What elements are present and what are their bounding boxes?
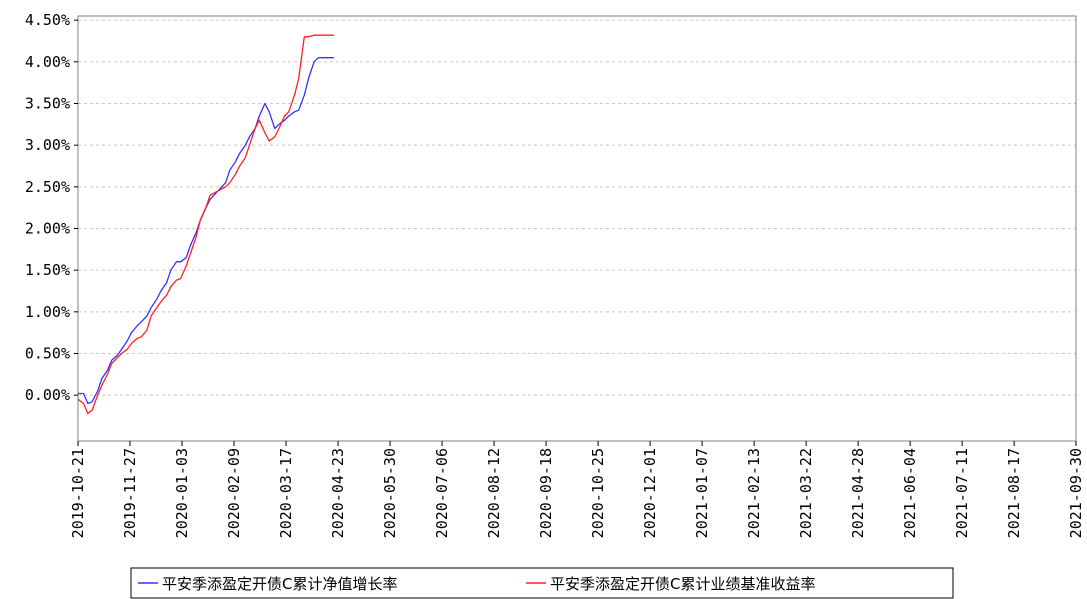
- y-tick-label: 1.00%: [25, 303, 70, 321]
- y-tick-label: 2.50%: [25, 178, 70, 196]
- y-tick-label: 3.00%: [25, 136, 70, 154]
- x-tick-label: 2020-04-23: [329, 448, 347, 538]
- y-tick-label: 4.00%: [25, 53, 70, 71]
- x-tick-label: 2020-08-12: [485, 448, 503, 538]
- x-tick-label: 2020-05-30: [381, 448, 399, 538]
- x-tick-label: 2021-02-13: [745, 448, 763, 538]
- x-tick-label: 2020-12-01: [641, 448, 659, 538]
- x-tick-label: 2021-06-04: [901, 448, 919, 538]
- x-tick-label: 2019-10-21: [69, 448, 87, 538]
- x-tick-label: 2021-03-22: [797, 448, 815, 538]
- legend-label-benchmark: 平安季添盈定开债C累计业绩基准收益率: [550, 575, 815, 593]
- series-lines: [77, 34, 334, 415]
- y-tick-label: 3.50%: [25, 95, 70, 113]
- x-tick-label: 2021-09-30: [1067, 448, 1085, 538]
- x-tick-label: 2021-01-07: [693, 448, 711, 538]
- y-tick-label: 0.00%: [25, 386, 70, 404]
- series-line-benchmark: [77, 34, 334, 415]
- series-line-nav: [78, 57, 334, 405]
- y-axis: 0.00% 0.50% 1.00% 1.50% 2.00% 2.50% 3.00% 3.50%…: [25, 11, 78, 404]
- x-tick-label: 2021-07-11: [953, 448, 971, 538]
- legend: 平安季添盈定开债C累计净值增长率 平安季添盈定开债C累计业绩基准收益率: [130, 567, 954, 599]
- x-tick-label: 2021-08-17: [1005, 448, 1023, 538]
- legend-label-nav: 平安季添盈定开债C累计净值增长率: [162, 575, 397, 593]
- x-tick-label: 2021-04-28: [849, 448, 867, 538]
- y-tick-label: 2.00%: [25, 220, 70, 238]
- grid-lines: [78, 19, 1076, 396]
- y-tick-label: 4.50%: [25, 11, 70, 29]
- x-tick-label: 2019-11-27: [121, 448, 139, 538]
- x-tick-label: 2020-07-06: [433, 448, 451, 538]
- x-tick-label: 2020-03-17: [277, 448, 295, 538]
- x-tick-label: 2020-02-09: [225, 448, 243, 538]
- y-tick-label: 1.50%: [25, 261, 70, 279]
- y-tick-label: 0.50%: [25, 345, 70, 363]
- x-axis: 2019-10-21 2019-11-27 2020-01-03 2020-02-09…: [69, 441, 1085, 538]
- x-tick-label: 2020-10-25: [589, 448, 607, 538]
- x-tick-label: 2020-09-18: [537, 448, 555, 538]
- x-tick-label: 2020-01-03: [173, 448, 191, 538]
